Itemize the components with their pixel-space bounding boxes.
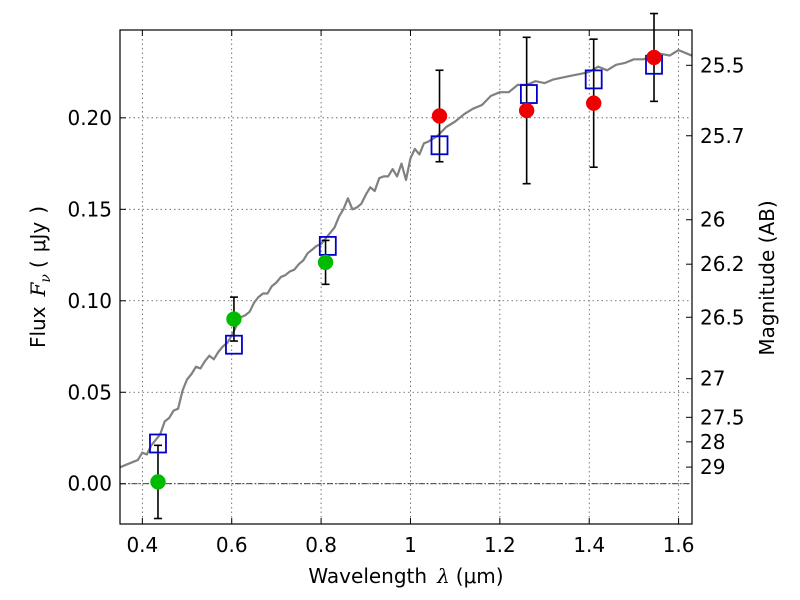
- optical-photometry-point: [226, 311, 242, 327]
- model-photometry-square: [584, 69, 603, 90]
- model-photometry-square: [430, 135, 449, 156]
- x-tick-label: 0.4: [126, 533, 158, 557]
- y2-tick-label: 26.2: [700, 252, 745, 276]
- y2-tick-label: 25.5: [700, 53, 745, 77]
- model-photometry-square: [519, 84, 538, 104]
- nir-photometry-point: [585, 95, 602, 111]
- nir-photometry-point: [431, 108, 448, 124]
- plot-frame: [119, 29, 693, 525]
- y2-tick-label: 27.5: [700, 405, 745, 429]
- x-tick-label: 1.4: [573, 533, 605, 557]
- marker-layer: [149, 49, 663, 490]
- y2-tick-label: 25.7: [700, 124, 745, 148]
- y-tick-label: 0.20: [67, 106, 112, 130]
- y-tick-label: 0.15: [67, 197, 112, 221]
- y-tick-label: 0.05: [67, 380, 112, 404]
- x-tick-label: 1.2: [484, 533, 516, 557]
- x-tick-label: 0.6: [216, 533, 248, 557]
- tick-marks: [120, 30, 692, 524]
- y2-tick-label: 28: [700, 430, 725, 454]
- y2-tick-label: 29: [700, 455, 725, 479]
- spectrum-line: [119, 48, 693, 469]
- y-tick-labels: 0.00 0.05 0.10 0.15 0.20: [67, 106, 112, 496]
- y2-tick-label: 27: [700, 367, 725, 391]
- y-tick-label: 0.00: [67, 472, 112, 496]
- nir-photometry-point: [646, 49, 662, 66]
- model-photometry-square: [149, 433, 167, 454]
- y2-axis-label: Magnitude (AB): [755, 200, 779, 355]
- model-photometry-square: [318, 235, 337, 256]
- optical-photometry-point: [150, 474, 166, 490]
- x-axis-label: Wavelength λ (μm): [308, 564, 503, 588]
- grid-lines: [120, 30, 692, 524]
- nir-photometry-point: [518, 102, 535, 119]
- y-tick-label: 0.10: [67, 289, 112, 313]
- x-tick-label: 0.8: [305, 533, 337, 557]
- y2-tick-label: 26: [700, 208, 725, 232]
- model-photometry-square: [225, 334, 243, 355]
- optical-photometry-point: [317, 254, 334, 271]
- y2-tick-label: 26.5: [700, 305, 745, 329]
- x-tick-label: 1.6: [663, 533, 695, 557]
- x-tick-label: 1: [404, 533, 417, 557]
- y-axis-label: FluxFν(μJy): [26, 206, 54, 348]
- x-tick-labels: 0.4 0.6 0.8 1 1.2 1.4 1.6: [126, 533, 694, 557]
- spectrum-layer: [119, 48, 693, 469]
